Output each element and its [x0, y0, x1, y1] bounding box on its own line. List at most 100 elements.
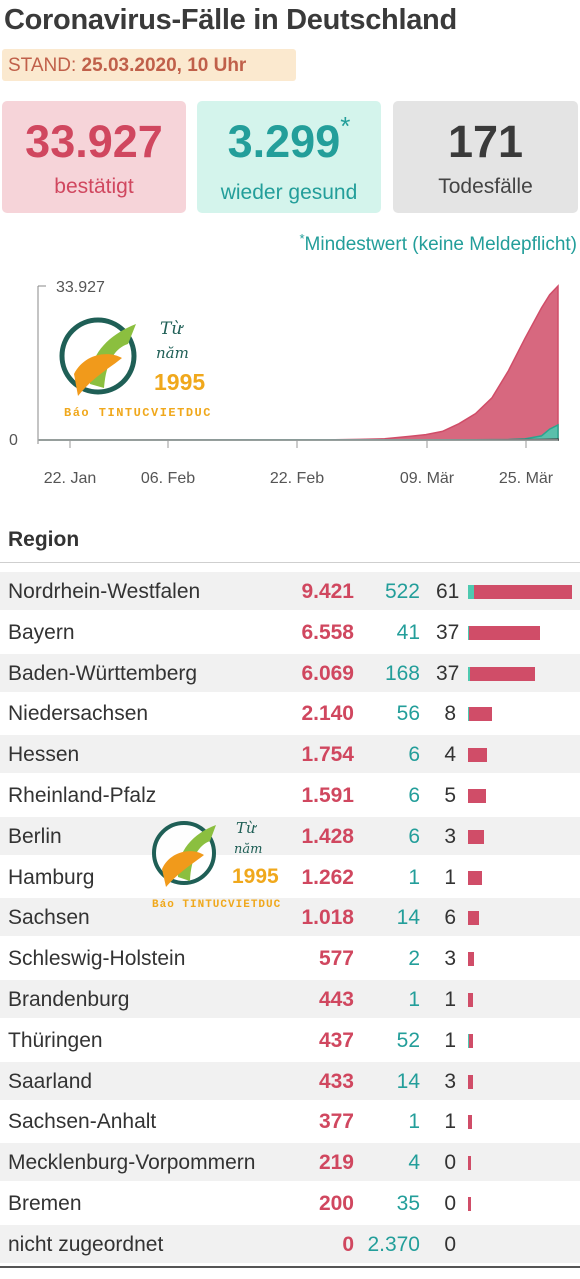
- confirmed-value: 6.069: [301, 661, 354, 685]
- cases-area-chart: 33.927 0 22. Jan 06. Feb 22. Feb 09. Mär 25.…: [9, 279, 559, 487]
- deaths-value: 6: [444, 906, 456, 930]
- watermark-logo-2: Từ năm 1995 Báo TINTUCVIETDUC: [152, 819, 281, 911]
- bar-confirmed: [468, 789, 486, 803]
- bar-recovered: [468, 666, 470, 681]
- x-ticks: 22. Jan 06. Feb 22. Feb 09. Mär 25. Mär: [44, 440, 554, 487]
- recovered-value: 2.370: [367, 1232, 420, 1256]
- table-row: Bremen 200 35 0: [0, 1184, 580, 1222]
- region-name: Rheinland-Pfalz: [8, 784, 157, 807]
- bar-recovered: [468, 625, 469, 640]
- table-row: Baden-Württemberg 6.069 168 37: [0, 653, 580, 692]
- deaths-value: 3: [444, 947, 456, 971]
- region-name: Brandenburg: [8, 988, 130, 1011]
- region-name: Thüringen: [8, 1028, 103, 1052]
- deaths-value: 1: [444, 1110, 456, 1134]
- bar-recovered: [468, 585, 474, 599]
- bar-confirmed: [468, 748, 488, 763]
- bar-confirmed: [468, 829, 484, 844]
- confirmed-value: 377: [318, 1110, 354, 1134]
- region-name: Sachsen-Anhalt: [8, 1110, 157, 1134]
- x-tick-label: 22. Jan: [44, 470, 96, 487]
- deaths-value: 37: [436, 661, 460, 685]
- recovered-star: *: [340, 111, 351, 141]
- bar-confirmed: [468, 952, 475, 967]
- deaths-value: 8: [444, 702, 456, 726]
- region-name: Schleswig-Holstein: [8, 947, 186, 971]
- deaths-value: 1: [444, 988, 456, 1011]
- bar-confirmed: [468, 993, 473, 1007]
- region-column-header: Region: [8, 528, 80, 551]
- x-tick-label: 09. Mär: [400, 470, 455, 487]
- recovered-value: 52: [396, 1028, 420, 1052]
- table-row: nicht zugeordnet 0 2.370 0: [0, 1224, 580, 1263]
- recovered-value: 1: [408, 865, 420, 889]
- region-name: Mecklenburg-Vorpommern: [8, 1151, 256, 1175]
- bar-recovered: [468, 1033, 469, 1048]
- confirmed-value: 9.421: [301, 580, 354, 603]
- region-name: nicht zugeordnet: [8, 1232, 164, 1256]
- y-tick-zero: 0: [9, 432, 18, 449]
- bar-confirmed: [468, 1074, 473, 1089]
- bar-confirmed: [468, 707, 492, 722]
- confirmed-value: 6.558: [301, 620, 354, 644]
- confirmed-value: 0: [342, 1232, 354, 1256]
- confirmed-count: 33.927: [25, 116, 163, 167]
- watermark-line2: năm: [156, 344, 189, 362]
- region-name: Hessen: [8, 743, 80, 767]
- x-tick-label: 25. Mär: [499, 470, 554, 487]
- watermark2-year: 1995: [232, 865, 279, 888]
- table-row: Mecklenburg-Vorpommern 219 4 0: [0, 1143, 580, 1182]
- recovered-count-wrap: 3.299*: [197, 111, 381, 173]
- confirmed-value: 443: [318, 988, 354, 1011]
- y-tick-max: 33.927: [56, 279, 105, 296]
- region-name: Nordrhein-Westfalen: [8, 580, 201, 603]
- region-name: Hamburg: [8, 865, 95, 889]
- watermark-line1: Từ: [160, 319, 184, 339]
- table-row: Sachsen-Anhalt 377 1 1: [0, 1102, 580, 1140]
- watermark2-line2: năm: [234, 842, 262, 857]
- page-title: Coronavirus-Fälle in Deutschland: [4, 4, 457, 36]
- recovered-value: 4: [408, 1151, 420, 1175]
- recovered-count: 3.299: [227, 116, 341, 167]
- table-row: Nordrhein-Westfalen 9.421 522 61: [0, 572, 580, 610]
- bar-confirmed: [468, 1033, 473, 1048]
- deaths-value: 61: [436, 580, 460, 603]
- bar-recovered: [468, 707, 469, 722]
- watermark2-flame: [162, 851, 204, 887]
- deaths-value: 1: [444, 865, 456, 889]
- bar-confirmed: [468, 1197, 471, 1211]
- deaths-count: 171: [447, 116, 524, 167]
- confirmed-value: 1.018: [301, 906, 354, 930]
- watermark2-brand: Báo TINTUCVIETDUC: [152, 899, 281, 911]
- table-row: Berlin 1.428 6 3: [0, 816, 580, 855]
- confirmed-value: 437: [318, 1028, 354, 1052]
- region-name: Sachsen: [8, 906, 90, 930]
- deaths-value: 0: [444, 1192, 456, 1215]
- recovered-value: 14: [396, 906, 420, 930]
- recovered-value: 56: [396, 702, 420, 726]
- deaths-value: 37: [436, 620, 460, 644]
- recovered-value: 6: [408, 743, 420, 767]
- bar-confirmed: [469, 666, 535, 681]
- stand-value: 25.03.2020, 10 Uhr: [81, 55, 247, 76]
- watermark-brand: Báo TINTUCVIETDUC: [64, 406, 212, 420]
- x-tick-label: 06. Feb: [141, 470, 195, 487]
- confirmed-value: 200: [318, 1192, 354, 1215]
- table-row: Hessen 1.754 6 4: [0, 735, 580, 774]
- confirmed-value: 1.754: [301, 743, 354, 767]
- deaths-value: 3: [444, 824, 456, 848]
- deaths-card: 171 Todesfälle: [393, 101, 578, 213]
- recovered-value: 35: [396, 1192, 420, 1215]
- deaths-value: 3: [444, 1069, 456, 1093]
- bar-confirmed: [468, 1156, 471, 1171]
- recovered-value: 1: [408, 1110, 420, 1134]
- recovered-value: 6: [408, 824, 420, 848]
- recovered-value: 41: [396, 620, 420, 644]
- confirmed-card: 33.927 bestätigt: [2, 101, 186, 213]
- confirmed-label: bestätigt: [54, 175, 134, 198]
- confirmed-value: 1.428: [301, 824, 354, 848]
- recovered-footnote: *Mindestwert (keine Meldepflicht): [299, 231, 577, 256]
- header-divider: [0, 562, 580, 563]
- region-name: Niedersachsen: [8, 702, 149, 726]
- bar-confirmed: [468, 911, 480, 926]
